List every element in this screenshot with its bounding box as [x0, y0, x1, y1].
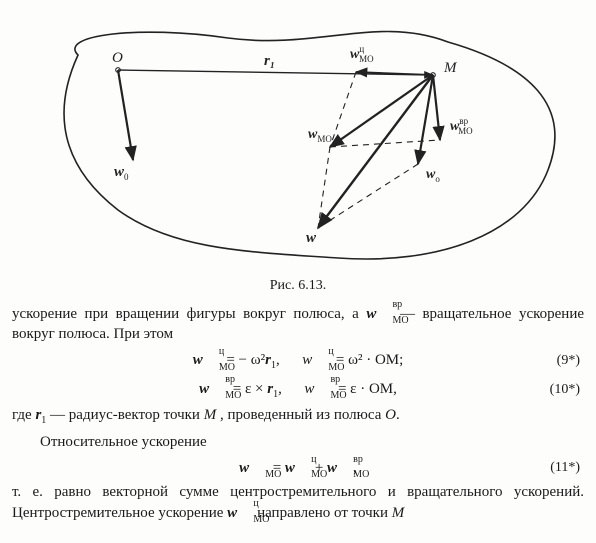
svg-text:wMO: wMO	[308, 127, 332, 144]
p2-text-c: , проведенный из полюса	[220, 407, 385, 423]
svg-text:wврMO: wврMO	[450, 116, 473, 136]
paragraph-3: Относительное ускорение	[12, 432, 584, 452]
svg-text:M: M	[443, 60, 458, 76]
eq9-number: (9*)	[530, 352, 584, 371]
svg-text:r₁: r₁	[264, 53, 275, 69]
eq10-body: wврMOMO = ε × r1, wврMOMO = ε · OM,	[66, 379, 530, 402]
sym-M: M	[204, 407, 217, 423]
sym-w-c-mo: wцMOMO	[227, 503, 253, 523]
equation-9: wцMOMO = − ω²r1, wцMOMO = ω² · OM; (9*)	[12, 350, 584, 373]
paragraph-4: т. е. равно векторной сумме центростреми…	[12, 482, 584, 523]
paragraph-2: где r1 — радиус-вектор точки M , проведе…	[12, 405, 584, 428]
vector-diagram: Or₁ wцMO MwMO wврMO wo w w0	[18, 10, 578, 275]
figure-block: Or₁ wцMO MwMO wврMO wo w w0 Рис. 6.13.	[12, 10, 584, 296]
paragraph-1: ускорение при вращении фигуры вокруг пол…	[12, 304, 584, 345]
sym-w-vp-mo: wврMOMO	[366, 304, 392, 324]
p2-text-a: где	[12, 407, 35, 423]
figure-caption: Рис. 6.13.	[12, 277, 584, 296]
p2-text-b: — радиус-вектор точки	[50, 407, 204, 423]
svg-text:w0: w0	[114, 164, 129, 182]
p1-text-a: ускорение при вращении фигуры вокруг пол…	[12, 306, 366, 322]
equation-10: wврMOMO = ε × r1, wврMOMO = ε · OM, (10*…	[12, 379, 584, 402]
eq10-number: (10*)	[530, 381, 584, 400]
svg-text:wo: wo	[426, 167, 440, 184]
p4-text-b: направлено от точки	[257, 505, 392, 521]
eq11-number: (11*)	[530, 459, 584, 478]
equation-11: wMOMO = wцMOMO + wврMOMO, (11*)	[12, 458, 584, 478]
svg-text:O: O	[112, 50, 123, 66]
sym-M-2: M	[392, 505, 405, 521]
eq9-body: wцMOMO = − ω²r1, wцMOMO = ω² · OM;	[66, 350, 530, 373]
svg-text:wцMO: wцMO	[350, 44, 374, 64]
eq11-body: wMOMO = wцMOMO + wврMOMO,	[66, 458, 530, 478]
sym-O: O	[385, 407, 396, 423]
svg-text:w: w	[306, 230, 317, 246]
